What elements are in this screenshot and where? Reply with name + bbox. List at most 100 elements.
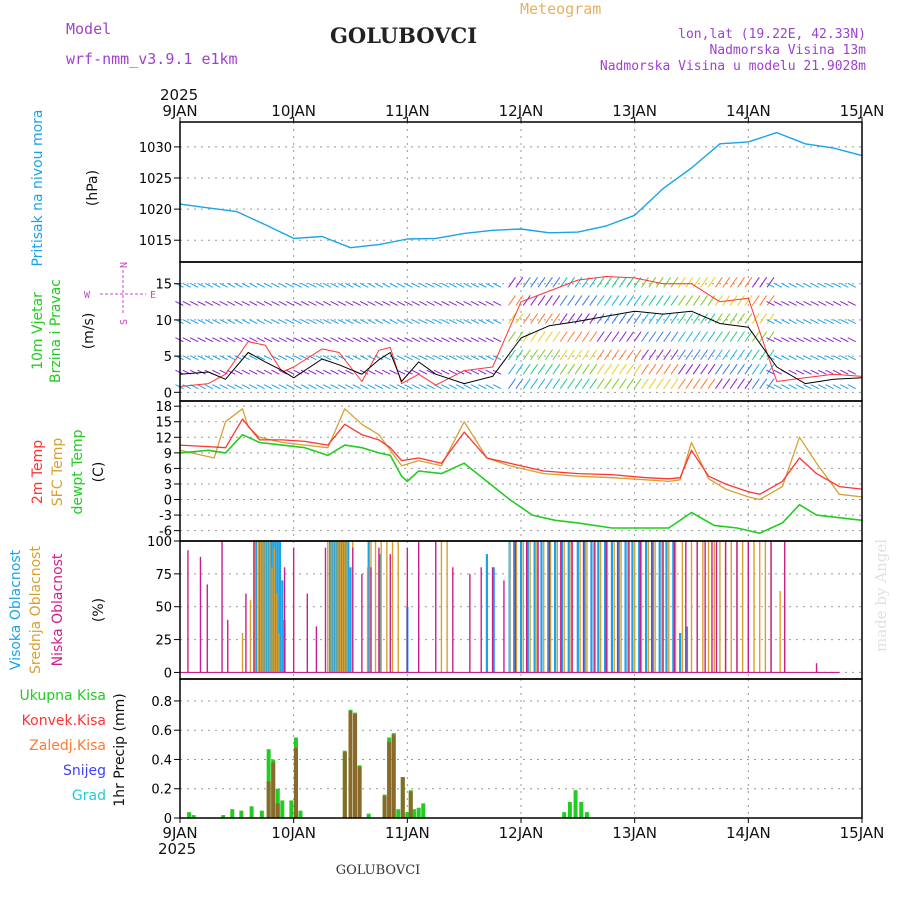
wind-barb: [744, 295, 753, 306]
wind-barb: [766, 331, 775, 342]
wind-barb: [773, 319, 783, 324]
wind-barb: [685, 295, 694, 306]
wind-barb: [678, 313, 686, 324]
wind-barb: [574, 295, 583, 306]
wind-barb: [840, 384, 849, 390]
wind-barb: [197, 337, 206, 343]
wind-barb: [589, 295, 598, 306]
wind-barb: [470, 384, 480, 390]
wind-barb: [729, 331, 738, 342]
wind-barb: [359, 300, 369, 306]
wind-barb: [352, 319, 361, 324]
wind-barb: [508, 295, 516, 306]
wind-barb: [337, 384, 347, 390]
wind-barb: [545, 277, 553, 288]
wind-barb: [404, 369, 413, 375]
wind-barb: [234, 355, 243, 361]
wind-barb: [212, 369, 221, 375]
wind-barb: [840, 355, 849, 361]
wind-barb: [470, 319, 480, 324]
wind-barb: [685, 277, 694, 288]
wind-barb: [315, 337, 325, 343]
wind-barb: [300, 337, 310, 343]
wind-barb: [249, 319, 258, 324]
wind-barb: [352, 384, 361, 390]
ytick-label: 0.2: [151, 783, 172, 798]
wind-barb: [345, 319, 354, 324]
wind-barb: [611, 331, 620, 342]
wind-barb: [626, 378, 635, 389]
wind-barb: [256, 337, 265, 343]
wind-barb: [256, 355, 265, 361]
wind-barb: [766, 319, 775, 324]
wind-barb: [641, 378, 649, 389]
wind-barb: [545, 331, 553, 342]
wind-barb: [455, 355, 465, 361]
temp-2m-line: [179, 418, 863, 495]
wind-barb: [271, 337, 280, 343]
wind-barb: [700, 295, 709, 306]
wind-barb: [781, 319, 790, 324]
wind-barb: [641, 295, 649, 306]
wind-barb: [641, 363, 649, 375]
wind-barb: [204, 319, 214, 324]
wind-barb: [810, 369, 820, 375]
precip-bar-conv: [348, 711, 353, 818]
wind-barb: [766, 313, 775, 324]
precip-bar-total: [191, 815, 196, 818]
precip-bar-conv: [353, 714, 358, 818]
wind-barb: [589, 349, 598, 361]
wind-barb: [766, 295, 775, 306]
wind-barb: [330, 282, 339, 288]
wind-barb: [286, 337, 295, 343]
wind-barb: [552, 277, 561, 288]
temp-name-3: dewpt Temp: [70, 429, 86, 514]
wind-barb: [330, 300, 339, 306]
wind-barb: [300, 369, 310, 375]
wind-barb: [419, 369, 428, 375]
wind-barb: [832, 300, 842, 306]
wind-barb: [426, 300, 435, 306]
wind-barb: [648, 313, 657, 324]
wind-barb: [655, 295, 664, 306]
wind-barb: [795, 282, 805, 288]
wind-barb: [729, 277, 738, 288]
xtick-label-top: 12JAN: [499, 102, 544, 120]
wind-barb: [470, 282, 480, 288]
precip-legend-2: Zaledj.Kisa: [29, 738, 106, 754]
wind-barb: [611, 349, 620, 361]
wind-barb: [308, 369, 317, 375]
wind-barb: [670, 331, 679, 342]
wind-barb: [670, 313, 679, 324]
wind-barb: [359, 282, 369, 288]
wind-barb: [359, 337, 369, 343]
wind-compass: N S W E: [84, 262, 156, 325]
wind-barb: [751, 363, 760, 375]
wind-barb: [781, 355, 790, 361]
wind-barb: [604, 313, 612, 324]
wind-barb: [618, 295, 627, 306]
wind-barb: [389, 337, 398, 343]
wind-barb: [795, 355, 805, 361]
wind-barb: [530, 349, 539, 361]
wind-barb: [352, 355, 361, 361]
wind-barb: [508, 331, 516, 342]
wind-barb: [256, 282, 265, 288]
wind-barb: [552, 295, 561, 306]
wind-barb: [825, 355, 834, 361]
wind-barb: [470, 355, 480, 361]
wind-barb: [618, 313, 627, 324]
wind-barb: [847, 337, 856, 343]
wind-barb: [315, 369, 325, 375]
wind-barb: [271, 369, 280, 375]
wind-barb: [810, 384, 820, 390]
wind-barb: [663, 378, 672, 389]
wind-barb: [485, 319, 494, 324]
precip-ylabel: Ukupna Kisa Konvek.Kisa Zaledj.Kisa Snij…: [19, 688, 128, 807]
wind-barb: [552, 378, 561, 389]
wind-barb: [626, 349, 635, 361]
wind-barb: [685, 313, 694, 324]
wind-barb: [781, 384, 790, 390]
wind-barb: [404, 300, 413, 306]
wind-barb: [611, 363, 620, 375]
